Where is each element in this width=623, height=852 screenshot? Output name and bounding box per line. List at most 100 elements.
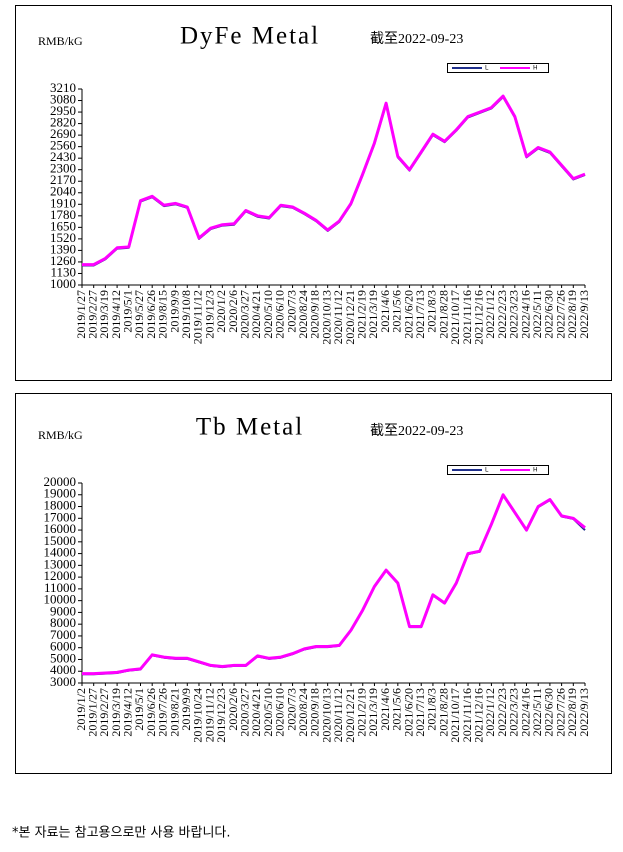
x-tick-label: 2019/5/1 [121,290,135,333]
x-tick-label: 2021/5/6 [390,290,404,333]
x-tick-label: 2019/11/12 [191,290,205,344]
y-tick-label: 2040 [50,184,76,199]
y-tick-label: 13000 [44,556,77,571]
x-tick-label: 2021/4/6 [378,290,392,333]
x-tick-label: 2021/10/17 [448,688,462,743]
x-tick-label: 2020/2/6 [226,688,240,731]
x-tick-label: 2021/6/20 [401,688,415,737]
x-tick-label: 2020/8/24 [296,290,310,339]
x-tick-label: 2021/7/13 [413,290,427,339]
x-tick-label: 2021/8/3 [425,688,439,731]
legend-label: H [533,467,538,474]
x-tick-label: 2019/3/19 [109,688,123,737]
x-tick-label: 2019/6/26 [144,688,158,737]
x-tick-label: 2021/10/17 [448,290,462,345]
x-tick-label: 2020/6/10 [273,290,287,339]
series-line [82,493,586,676]
x-tick-label: 2020/7/3 [284,688,298,731]
x-tick-label: 2021/6/20 [401,290,415,339]
x-tick-label: 2022/4/16 [518,688,532,737]
legend-label: L [485,467,489,474]
x-tick-label: 2021/8/28 [436,290,450,339]
x-tick-label: 2020/5/10 [261,290,275,339]
x-tick-label: 2019/6/26 [144,290,158,339]
x-tick-label: 2019/7/26 [156,688,170,737]
series-line [82,94,586,267]
x-tick-label: 2020/12/21 [343,290,357,345]
chart-title: DyFe Metal [180,23,320,50]
x-tick-label: 2019/5/1 [132,688,146,731]
y-tick-label: 19000 [44,486,77,501]
y-tick-label: 1390 [50,241,76,256]
x-tick-label: 2022/3/23 [507,688,521,737]
x-tick-label: 2021/8/28 [436,688,450,737]
x-tick-label: 2022/4/16 [518,290,532,339]
x-tick-label: 2022/9/13 [577,290,591,339]
x-tick-label: 2020/12/21 [343,688,357,743]
legend-box [447,465,549,475]
y-tick-label: 12000 [44,568,77,583]
y-tick-label: 4000 [50,662,76,677]
x-tick-label: 2022/9/13 [577,688,591,737]
x-tick-label: 2022/6/30 [542,290,556,339]
x-tick-label: 2019/1/2 [74,688,88,731]
x-tick-label: 2019/8/21 [167,688,181,737]
y-tick-label: 14000 [44,545,77,560]
x-tick-label: 2019/8/15 [156,290,170,339]
y-tick-label: 2690 [50,126,76,141]
x-tick-label: 2021/7/13 [413,688,427,737]
chart-subtitle: 截至2022-09-23 [370,31,463,47]
x-tick-label: 2022/6/30 [542,688,556,737]
x-tick-label: 2020/8/24 [296,688,310,737]
x-tick-label: 2021/3/19 [366,290,380,339]
y-tick-label: 7000 [50,627,76,642]
legend-label: L [485,65,489,72]
x-tick-label: 2021/11/16 [460,290,474,344]
x-tick-label: 2019/2/27 [85,290,99,339]
x-tick-label: 2022/7/26 [553,688,567,737]
x-tick-label: 2020/5/10 [261,688,275,737]
chart-frame [15,5,612,381]
x-tick-label: 2019/11/12 [202,688,216,742]
x-tick-label: 2021/5/6 [390,688,404,731]
x-tick-label: 2022/1/12 [483,290,497,339]
x-tick-label: 2020/10/13 [319,290,333,345]
x-tick-label: 2021/8/3 [425,290,439,333]
x-tick-label: 2022/2/23 [495,688,509,737]
y-axis-label: RMB/kG [38,34,83,48]
y-tick-label: 1910 [50,195,76,210]
x-tick-label: 2019/12/3 [202,290,216,339]
x-tick-label: 2022/3/23 [507,290,521,339]
x-tick-label: 2019/9/9 [179,688,193,731]
x-tick-label: 2020/3/27 [238,688,252,737]
y-tick-label: 3210 [50,80,76,95]
y-tick-label: 1260 [50,253,76,268]
x-tick-label: 2020/4/21 [249,290,263,339]
x-tick-label: 2022/8/19 [565,688,579,737]
x-tick-label: 2022/1/12 [483,688,497,737]
x-tick-label: 2020/11/12 [331,290,345,344]
y-tick-label: 2950 [50,103,76,118]
y-tick-label: 1000 [50,276,76,291]
x-tick-label: 2019/4/12 [121,688,135,737]
y-tick-label: 5000 [50,650,76,665]
y-tick-label: 17000 [44,509,77,524]
x-tick-label: 2020/2/6 [226,290,240,333]
y-tick-label: 10000 [44,592,77,607]
y-tick-label: 2430 [50,149,76,164]
x-tick-label: 2019/9/9 [167,290,181,333]
x-tick-label: 2020/9/18 [308,290,322,339]
x-tick-label: 2020/6/10 [273,688,287,737]
x-tick-label: 2019/12/23 [214,688,228,743]
x-tick-label: 2019/5/27 [132,290,146,339]
y-tick-label: 11000 [44,580,76,595]
y-tick-label: 3080 [50,92,76,107]
x-tick-label: 2020/3/27 [238,290,252,339]
x-tick-label: 2021/4/6 [378,688,392,731]
x-tick-label: 2021/3/19 [366,688,380,737]
y-tick-label: 2820 [50,115,76,130]
x-tick-label: 2020/1/2 [214,290,228,333]
x-tick-label: 2022/8/19 [565,290,579,339]
